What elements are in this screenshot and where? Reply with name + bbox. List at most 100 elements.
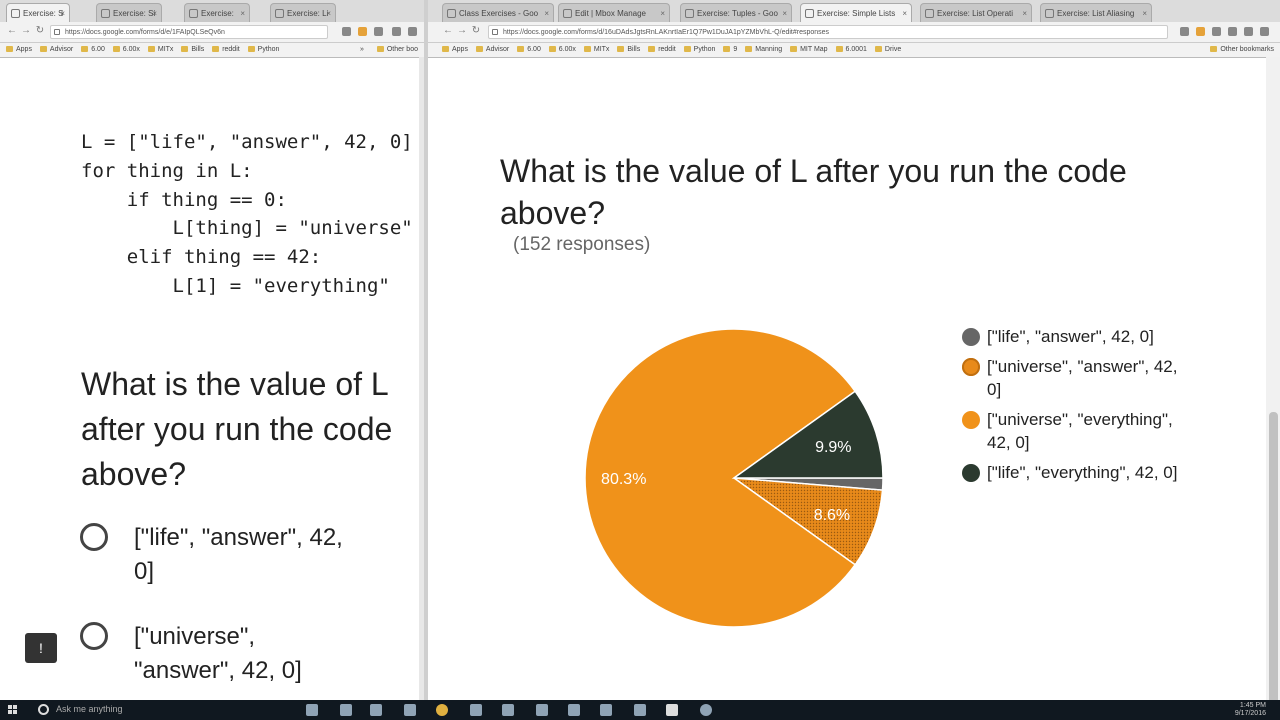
bookmark-item[interactable]: 6.0001 — [836, 43, 867, 57]
bookmark-item[interactable]: 9 — [723, 43, 737, 57]
system-clock[interactable]: 1:45 PM 9/17/2016 — [1235, 702, 1266, 718]
scrollbar-thumb[interactable] — [1269, 412, 1278, 700]
file-explorer-icon[interactable] — [340, 704, 352, 716]
app-icon[interactable] — [536, 704, 548, 716]
bookmark-item[interactable]: Python — [248, 43, 280, 57]
bookmark-item[interactable]: Advisor — [40, 43, 73, 57]
bookmark-item[interactable]: MIT Map — [790, 43, 828, 57]
app-icon[interactable] — [404, 704, 416, 716]
extension-icon[interactable] — [342, 27, 351, 36]
bookmark-item[interactable]: Manning — [745, 43, 782, 57]
app-icon[interactable] — [568, 704, 580, 716]
bookmark-item[interactable]: 6.00 — [81, 43, 105, 57]
app-icon[interactable] — [666, 704, 678, 716]
right-url-field[interactable]: https://docs.google.com/forms/d/16uDAdsJ… — [488, 25, 1168, 39]
bookmark-item[interactable]: Advisor — [476, 43, 509, 57]
legend-item[interactable]: ["universe", "everything", 42, 0] — [960, 408, 1180, 454]
extension-icon[interactable] — [374, 27, 383, 36]
forward-arrow-icon[interactable]: → — [457, 25, 467, 36]
close-tab-icon[interactable]: × — [902, 9, 907, 18]
right-scrollbar[interactable] — [1266, 57, 1280, 700]
reload-icon[interactable]: ↻ — [471, 25, 481, 36]
chrome-icon[interactable] — [436, 704, 448, 716]
extension-icon[interactable] — [1212, 27, 1221, 36]
legend-swatch — [962, 464, 980, 482]
close-tab-icon[interactable]: × — [1142, 9, 1147, 18]
bookmark-item[interactable]: 6.00 — [517, 43, 541, 57]
close-tab-icon[interactable]: × — [782, 9, 787, 18]
app-icon[interactable] — [370, 704, 382, 716]
pie-slice-3[interactable] — [584, 328, 857, 628]
close-tab-icon[interactable]: × — [660, 9, 665, 18]
task-view-icon[interactable] — [306, 704, 318, 716]
app-icon[interactable] — [600, 704, 612, 716]
bookmark-item[interactable]: MITx — [148, 43, 174, 57]
menu-icon[interactable] — [1260, 27, 1269, 36]
left-tab-1[interactable]: Exercise: S × — [6, 3, 70, 22]
left-scrollbar[interactable] — [419, 57, 424, 700]
extension-icon[interactable] — [1228, 27, 1237, 36]
feedback-icon[interactable]: ! — [25, 633, 57, 663]
radio-button[interactable] — [80, 523, 108, 551]
left-tab-4[interactable]: Exercise: Li × — [270, 3, 336, 22]
forward-arrow-icon[interactable]: → — [21, 25, 31, 36]
close-tab-icon[interactable]: × — [60, 9, 65, 18]
close-tab-icon[interactable]: × — [152, 9, 157, 18]
bookmark-item[interactable]: Apps — [6, 43, 32, 57]
bookmark-item[interactable]: Python — [684, 43, 716, 57]
left-tab-3[interactable]: Exercise: × — [184, 3, 250, 22]
legend-swatch — [962, 411, 980, 429]
right-tab-5[interactable]: Exercise: List Operati × — [920, 3, 1032, 22]
pie-slice-4[interactable] — [731, 390, 884, 479]
left-address-bar: ← → ↻ https://docs.google.com/forms/d/e/… — [0, 22, 424, 43]
app-icon[interactable] — [502, 704, 514, 716]
other-bookmarks[interactable]: Other boo — [377, 43, 418, 57]
close-tab-icon[interactable]: × — [240, 9, 245, 18]
app-icon[interactable] — [700, 704, 712, 716]
tab-label: Exercise: — [201, 9, 234, 18]
app-icon[interactable] — [634, 704, 646, 716]
close-tab-icon[interactable]: × — [544, 9, 549, 18]
back-arrow-icon[interactable]: ← — [443, 25, 453, 36]
right-tab-6[interactable]: Exercise: List Aliasing × — [1040, 3, 1152, 22]
taskbar-search-input[interactable]: Ask me anything — [56, 704, 123, 714]
radio-button[interactable] — [80, 622, 108, 650]
right-tab-3[interactable]: Exercise: Tuples - Goo × — [680, 3, 792, 22]
right-tab-1[interactable]: Class Exercises - Goo × — [442, 3, 554, 22]
bookmark-item[interactable]: 6.00x — [549, 43, 576, 57]
app-icon[interactable] — [470, 704, 482, 716]
bookmarks-overflow-icon[interactable]: » — [360, 46, 364, 53]
tab-favicon-icon — [11, 9, 20, 18]
extension-icon[interactable] — [1244, 27, 1253, 36]
search-icon[interactable] — [38, 704, 49, 715]
reload-icon[interactable]: ↻ — [35, 25, 45, 36]
legend-item[interactable]: ["life", "answer", 42, 0] — [960, 325, 1180, 348]
close-tab-icon[interactable]: × — [326, 9, 331, 18]
close-tab-icon[interactable]: × — [1022, 9, 1027, 18]
extension-icon[interactable] — [1196, 27, 1205, 36]
bookmark-item[interactable]: reddit — [648, 43, 676, 57]
extension-icon[interactable] — [392, 27, 401, 36]
pie-data-label: 8.6% — [814, 507, 850, 524]
bookmark-item[interactable]: Drive — [875, 43, 901, 57]
option-label: ["universe", "answer", 42, 0] — [134, 623, 302, 684]
legend-label: ["life", "everything", 42, 0] — [987, 463, 1178, 482]
bookmark-item[interactable]: Bills — [617, 43, 640, 57]
bookmark-item[interactable]: Apps — [442, 43, 468, 57]
right-tab-4-active[interactable]: Exercise: Simple Lists × — [800, 3, 912, 22]
extension-icon[interactable] — [1180, 27, 1189, 36]
left-tab-2[interactable]: Exercise: Si × — [96, 3, 162, 22]
extension-icon[interactable] — [408, 27, 417, 36]
windows-start-icon[interactable] — [8, 705, 18, 715]
right-tab-2[interactable]: Edit | Mbox Manage × — [558, 3, 670, 22]
left-url-field[interactable]: https://docs.google.com/forms/d/e/1FAIpQ… — [50, 25, 328, 39]
bookmark-item[interactable]: MITx — [584, 43, 610, 57]
extension-icon[interactable] — [358, 27, 367, 36]
legend-item[interactable]: ["universe", "answer", 42, 0] — [960, 355, 1180, 401]
bookmark-item[interactable]: Bills — [181, 43, 204, 57]
bookmark-item[interactable]: reddit — [212, 43, 240, 57]
other-bookmarks[interactable]: Other bookmarks — [1210, 43, 1274, 57]
legend-item[interactable]: ["life", "everything", 42, 0] — [960, 461, 1180, 484]
bookmark-item[interactable]: 6.00x — [113, 43, 140, 57]
back-arrow-icon[interactable]: ← — [7, 25, 17, 36]
